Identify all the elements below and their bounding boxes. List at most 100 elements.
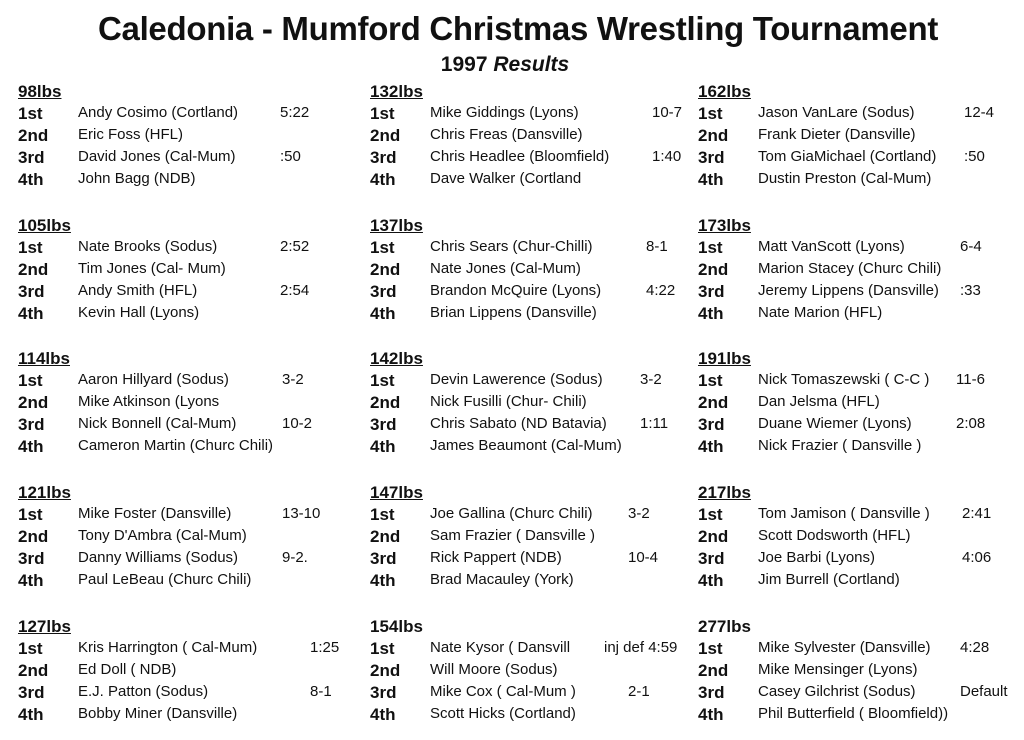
place-label: 1st — [18, 238, 43, 257]
placement-row: 2nd Tony D'Ambra (Cal-Mum) — [18, 527, 348, 549]
wrestler-name: Mike Giddings (Lyons) — [430, 104, 579, 121]
wrestler-name: Joe Gallina (Churc Chili) — [430, 505, 593, 522]
weight-class-142lbs: 142lbs 1st Devin Lawerence (Sodus) 3-2 2nd Ni… — [370, 349, 710, 469]
wrestler-name: Brad Macauley (York) — [430, 571, 574, 588]
wrestler-name: Nick Tomaszewski ( C-C ) — [758, 371, 930, 388]
placement-row: 1st Mike Foster (Dansville) 13-10 — [18, 505, 348, 527]
match-result: inj def 4:59 — [604, 639, 678, 656]
place-label: 2nd — [698, 393, 729, 412]
wrestler-name: Duane Wiemer (Lyons) — [758, 415, 912, 432]
wrestler-name: Casey Gilchrist (Sodus) — [758, 683, 916, 700]
place-label: 2nd — [698, 126, 729, 145]
place-label: 4th — [18, 571, 44, 590]
placement-row: 4th Bobby Miner (Dansville) — [18, 705, 348, 727]
weight-class-217lbs: 217lbs 1st Tom Jamison ( Dansville ) 2:41 2n… — [698, 483, 1024, 603]
match-result: 4:22 — [646, 282, 676, 299]
placement-row: 2nd Nate Jones (Cal-Mum) — [370, 260, 700, 282]
match-result: 8-1 — [646, 238, 668, 255]
placement-row: 3rd Tom GiaMichael (Cortland):50 — [698, 148, 1024, 170]
place-label: 2nd — [698, 260, 729, 279]
weight-class-114lbs: 114lbs 1st Aaron Hillyard (Sodus) 3-2 2nd Mik… — [18, 349, 358, 469]
wrestler-name: John Bagg (NDB) — [78, 170, 196, 187]
placement-row: 3rd Casey Gilchrist (Sodus) Default — [698, 683, 1024, 705]
match-result: 1:40 — [652, 148, 682, 165]
placement-row: 4th Dave Walker (Cortland — [370, 170, 700, 192]
placement-row: 2nd Tim Jones (Cal- Mum) — [18, 260, 348, 282]
place-label: 3rd — [698, 415, 725, 434]
match-result: Default — [960, 683, 1008, 700]
weight-class-162lbs: 162lbs 1st Jason VanLare (Sodus) 12-4 2nd Fra… — [698, 82, 1024, 202]
place-label: 3rd — [698, 549, 725, 568]
weight-class-heading: 147lbs — [370, 483, 423, 502]
match-result: 3-2 — [282, 371, 304, 388]
place-label: 2nd — [698, 661, 729, 680]
weight-class-154lbs: 154lbs 1st Nate Kysor ( Dansvill inj def 4:… — [370, 617, 710, 737]
wrestler-name: Tom Jamison ( Dansville ) — [758, 505, 930, 522]
place-label: 3rd — [18, 148, 45, 167]
placement-row: 4th Kevin Hall (Lyons) — [18, 304, 348, 326]
weight-class-191lbs: 191lbs 1st Nick Tomaszewski ( C-C ) 11-6 2nd… — [698, 349, 1024, 469]
placement-row: 4th Scott Hicks (Cortland) — [370, 705, 700, 727]
place-label: 4th — [370, 705, 396, 724]
wrestler-name: Andy Smith (HFL) — [78, 282, 198, 299]
wrestler-name: Brian Lippens (Dansville) — [430, 304, 597, 321]
match-result: 6-4 — [960, 238, 982, 255]
place-label: 2nd — [18, 393, 49, 412]
placement-row: 1st Chris Sears (Chur-Chilli) 8-1 — [370, 238, 700, 260]
place-label: 1st — [18, 104, 43, 123]
place-label: 4th — [698, 705, 724, 724]
place-label: 1st — [698, 104, 723, 123]
wrestler-name: Tom GiaMichael (Cortland) — [758, 148, 937, 165]
wrestler-name: Dustin Preston (Cal-Mum) — [758, 170, 932, 187]
subtitle-label: Results — [493, 53, 570, 76]
placement-row: 2nd Dan Jelsma (HFL) — [698, 393, 1024, 415]
placement-row: 4th Cameron Martin (Churc Chili) — [18, 437, 348, 459]
placement-row: 4th Brian Lippens (Dansville) — [370, 304, 700, 326]
wrestler-name: Jim Burrell (Cortland) — [758, 571, 900, 588]
wrestler-name: Ed Doll ( NDB) — [78, 661, 177, 678]
wrestler-name: E.J. Patton (Sodus) — [78, 683, 209, 700]
wrestler-name: Bobby Miner (Dansville) — [78, 705, 238, 722]
match-result: 13-10 — [282, 505, 321, 522]
weight-class-heading: 132lbs — [370, 82, 423, 101]
placement-row: 3rd Duane Wiemer (Lyons) 2:08 — [698, 415, 1024, 437]
match-result: 8-1 — [310, 683, 332, 700]
wrestler-name: James Beaumont (Cal-Mum) — [430, 437, 622, 454]
place-label: 3rd — [698, 148, 725, 167]
wrestler-name: Eric Foss (HFL) — [78, 126, 183, 143]
placement-row: 4th Brad Macauley (York) — [370, 571, 700, 593]
placement-row: 1st Andy Cosimo (Cortland) 5:22 — [18, 104, 348, 126]
place-label: 3rd — [18, 549, 45, 568]
placement-row: 2nd Will Moore (Sodus) — [370, 661, 700, 683]
weight-class-heading: 162lbs — [698, 82, 751, 101]
place-label: 1st — [370, 639, 395, 658]
place-label: 1st — [698, 371, 723, 390]
place-label: 1st — [370, 505, 395, 524]
wrestler-name: Will Moore (Sodus) — [430, 661, 558, 678]
match-result: 2:08 — [956, 415, 986, 432]
placement-row: 1st Nick Tomaszewski ( C-C ) 11-6 — [698, 371, 1024, 393]
wrestler-name: Mike Sylvester (Dansville) — [758, 639, 931, 656]
weight-class-heading: 191lbs — [698, 349, 751, 368]
placement-row: 2nd Chris Freas (Dansville) — [370, 126, 700, 148]
wrestler-name: Chris Freas (Dansville) — [430, 126, 583, 143]
wrestler-name: Frank Dieter (Dansville) — [758, 126, 916, 143]
wrestler-name: Chris Headlee (Bloomfield) — [430, 148, 610, 165]
wrestler-name: Aaron Hillyard (Sodus) — [78, 371, 229, 388]
wrestler-name: Brandon McQuire (Lyons) — [430, 282, 602, 299]
placement-row: 1st Joe Gallina (Churc Chili) 3-2 — [370, 505, 700, 527]
wrestler-name: Andy Cosimo (Cortland) — [78, 104, 239, 121]
placement-row: 4th Nate Marion (HFL) — [698, 304, 1024, 326]
place-label: 2nd — [698, 527, 729, 546]
wrestler-name: Nick Frazier ( Dansville ) — [758, 437, 922, 454]
wrestler-name: Chris Sabato (ND Batavia) — [430, 415, 607, 432]
wrestler-name: Joe Barbi (Lyons) — [758, 549, 875, 566]
wrestler-name: Paul LeBeau (Churc Chili) — [78, 571, 252, 588]
wrestler-name: Devin Lawerence (Sodus) — [430, 371, 603, 388]
placement-row: 1st Aaron Hillyard (Sodus) 3-2 — [18, 371, 348, 393]
placement-row: 2nd Eric Foss (HFL) — [18, 126, 348, 148]
place-label: 2nd — [370, 393, 401, 412]
weight-class-105lbs: 105lbs 1st Nate Brooks (Sodus) 2:52 2nd Tim J… — [18, 216, 358, 336]
placement-row: 2nd Nick Fusilli (Chur- Chili) — [370, 393, 700, 415]
place-label: 4th — [18, 705, 44, 724]
